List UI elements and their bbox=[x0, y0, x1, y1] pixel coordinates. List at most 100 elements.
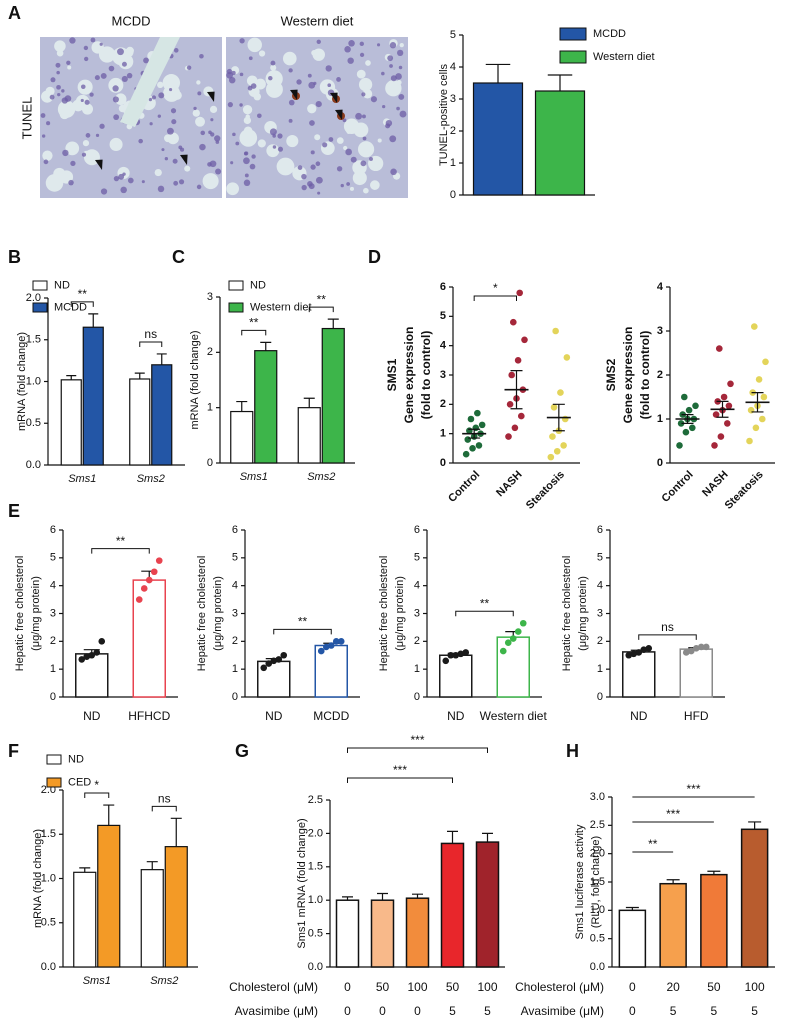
nucleus bbox=[157, 185, 165, 193]
x-tick-label: HFD bbox=[684, 709, 709, 723]
nucleus bbox=[382, 105, 386, 109]
significance-bracket bbox=[347, 777, 453, 783]
y-tick-label: 3 bbox=[450, 93, 456, 105]
vacuole bbox=[352, 170, 367, 186]
nucleus bbox=[272, 145, 277, 149]
significance-label: ** bbox=[317, 292, 327, 306]
vacuole bbox=[41, 90, 54, 103]
error-bar bbox=[751, 392, 764, 413]
data-point bbox=[452, 651, 460, 659]
nucleus bbox=[56, 84, 61, 90]
nucleus bbox=[390, 75, 397, 82]
data-point bbox=[760, 393, 768, 401]
nucleus bbox=[164, 157, 169, 161]
image-column-label: Western diet bbox=[281, 13, 354, 28]
data-point bbox=[755, 376, 763, 383]
nucleus bbox=[100, 188, 108, 195]
nucleus bbox=[389, 64, 393, 68]
data-point bbox=[260, 664, 268, 672]
nucleus bbox=[309, 120, 315, 126]
nucleus bbox=[296, 79, 302, 85]
significance-label: *** bbox=[666, 807, 680, 821]
nucleus bbox=[362, 136, 367, 141]
vacuole bbox=[399, 42, 404, 48]
vacuole bbox=[118, 54, 134, 70]
error-bar bbox=[412, 893, 423, 899]
y-tick-label: 6 bbox=[414, 524, 420, 536]
nucleus bbox=[227, 102, 233, 108]
bar bbox=[129, 378, 151, 466]
data-point bbox=[689, 424, 696, 432]
panel-letter: G bbox=[235, 741, 249, 761]
table-row-label: Avasimibe (μM) bbox=[521, 1004, 604, 1018]
y-tick-label: 1.5 bbox=[41, 828, 56, 840]
y-tick-label: 3 bbox=[232, 607, 238, 619]
legend-swatch bbox=[228, 280, 244, 291]
error-bar bbox=[66, 375, 77, 380]
nucleus bbox=[196, 184, 202, 190]
nucleus bbox=[322, 142, 328, 148]
y-tick-label: 0.0 bbox=[26, 459, 41, 471]
y-axis-label: (μg/mg protein) bbox=[577, 576, 589, 651]
nucleus bbox=[228, 76, 236, 84]
x-tick-label: Control bbox=[446, 469, 482, 505]
table-cell: 5 bbox=[751, 1004, 758, 1018]
data-point bbox=[275, 656, 283, 663]
arrowhead bbox=[335, 109, 343, 120]
significance-bracket bbox=[638, 634, 697, 640]
significance-label: ** bbox=[116, 534, 126, 548]
data-point bbox=[506, 401, 514, 408]
nucleus bbox=[336, 77, 341, 82]
table-cell: 0 bbox=[629, 1004, 636, 1018]
data-point bbox=[457, 650, 465, 658]
x-tick-label: Sms1 bbox=[68, 473, 96, 485]
vacuole bbox=[257, 139, 266, 148]
nucleus bbox=[361, 114, 366, 119]
image-row-label: TUNEL bbox=[19, 97, 34, 140]
y-axis-label: (RLU, fold change) bbox=[590, 836, 602, 928]
bar bbox=[164, 846, 188, 968]
panel-letter: E bbox=[8, 501, 20, 521]
table-row-label: Avasimibe (μM) bbox=[235, 1004, 318, 1018]
legend-label: Western diet bbox=[250, 301, 312, 313]
nucleus bbox=[385, 119, 393, 127]
vacuole bbox=[349, 186, 355, 191]
data-point bbox=[640, 646, 648, 653]
y-tick-label: 2 bbox=[50, 635, 56, 647]
data-point bbox=[717, 433, 725, 440]
nucleus bbox=[355, 112, 363, 120]
x-tick-label: Western diet bbox=[480, 709, 548, 723]
nucleus bbox=[277, 133, 283, 139]
x-tick-label: Steatosis bbox=[524, 469, 567, 512]
y-tick-label: 5 bbox=[440, 310, 446, 322]
nucleus bbox=[288, 99, 295, 106]
nucleus bbox=[316, 39, 321, 44]
vacuole bbox=[56, 49, 64, 57]
vacuole bbox=[157, 81, 164, 89]
data-point bbox=[462, 450, 470, 458]
y-tick-label: 1.5 bbox=[590, 876, 605, 888]
data-point bbox=[746, 437, 753, 445]
vacuole bbox=[266, 144, 280, 158]
data-point bbox=[499, 647, 507, 655]
y-tick-label: 4 bbox=[450, 61, 456, 73]
error-bar bbox=[79, 867, 91, 873]
nucleus bbox=[315, 176, 323, 184]
nucleus bbox=[171, 119, 177, 125]
data-point bbox=[88, 651, 96, 659]
nucleus bbox=[370, 96, 378, 103]
nucleus bbox=[126, 72, 133, 79]
nucleus bbox=[390, 168, 397, 176]
y-tick-label: 2.0 bbox=[308, 827, 323, 839]
vacuole bbox=[245, 114, 250, 119]
nucleus bbox=[345, 148, 352, 156]
nucleus bbox=[166, 127, 174, 135]
nucleus bbox=[138, 138, 143, 144]
vacuole bbox=[370, 180, 380, 190]
data-point bbox=[505, 433, 512, 440]
legend-label: ND bbox=[54, 279, 70, 291]
y-axis-label: Gene expression bbox=[621, 327, 635, 424]
data-point bbox=[549, 433, 556, 440]
y-axis-label: (μg/mg protein) bbox=[394, 576, 406, 651]
nucleus bbox=[256, 113, 262, 119]
